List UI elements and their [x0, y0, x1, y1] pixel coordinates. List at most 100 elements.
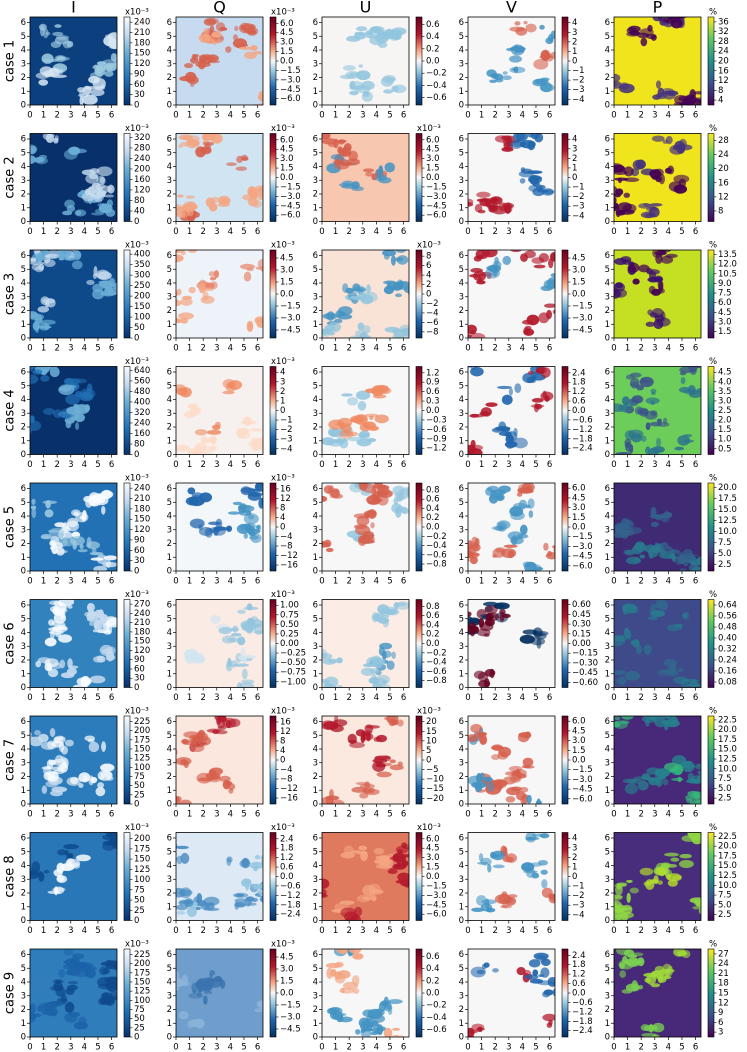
x-tick-label: 5: [533, 460, 538, 470]
colorbar-tick-label: 12: [718, 192, 729, 202]
colorbar-tick-label: 200: [134, 726, 150, 736]
colorbar-tick-label: 30: [134, 674, 145, 684]
x-tick-label: 3: [506, 810, 511, 820]
heatmap-texture: [97, 983, 112, 990]
heatmap-texture: [347, 436, 363, 442]
heatmap-texture: [55, 754, 64, 764]
heatmap-texture: [383, 253, 390, 260]
y-tick-label: 1: [313, 203, 318, 213]
panel-frame: [613, 482, 702, 572]
heatmap-texture: [654, 602, 665, 609]
heatmap-texture: [476, 1037, 490, 1041]
colorbar-tick-label: 320: [134, 133, 150, 143]
y-tick-label: 1: [605, 87, 610, 97]
x-tick-label: 0: [465, 926, 470, 936]
heatmap-texture: [241, 668, 248, 680]
heatmap-texture: [543, 989, 554, 996]
heatmap-texture: [395, 601, 409, 610]
heatmap-texture: [650, 400, 655, 406]
colorbar-tick-label: −3: [572, 202, 585, 212]
heatmap-texture: [329, 799, 345, 804]
x-tick-label: 0: [465, 344, 470, 354]
heatmap-texture: [30, 736, 44, 747]
heatmap-texture: [237, 431, 244, 439]
colorbar-tick-label: 0.0: [426, 406, 440, 416]
heatmap-texture: [651, 135, 665, 142]
colorbar-tick-label: 3.0: [572, 503, 586, 513]
colorbar-tick-label: 8: [718, 206, 723, 216]
heatmap-texture: [33, 255, 46, 262]
heatmap-texture: [650, 983, 661, 988]
colorbar-tick-label: 0: [572, 173, 577, 183]
colorbar-unit: %: [709, 357, 717, 367]
colorbar-tick-label: −1.5: [280, 182, 301, 192]
y-tick-label: 5: [459, 148, 464, 158]
x-tick-label: 3: [652, 1043, 657, 1052]
y-tick-label: 4: [167, 46, 172, 56]
colorbar-tick-label: −0.75: [280, 668, 306, 678]
x-tick-label: 5: [533, 577, 538, 587]
heatmap-texture: [187, 207, 194, 217]
heatmap-texture: [62, 40, 72, 49]
colorbar-tick-label: 125: [134, 987, 150, 997]
panel-frame: [467, 133, 556, 222]
heatmap-texture: [59, 659, 66, 669]
colorbar-unit: x10⁻³: [125, 241, 149, 251]
colorbar-tick-label: 0.0: [426, 523, 440, 533]
heatmap-texture: [188, 286, 196, 294]
heatmap-texture: [671, 777, 684, 781]
heatmap-texture: [66, 252, 82, 257]
y-tick-label: 0: [167, 1033, 172, 1043]
heatmap-texture: [654, 250, 667, 256]
colorbar-tick-label: 0.0: [426, 639, 440, 649]
heatmap-texture: [212, 33, 221, 38]
heatmap-texture: [512, 133, 525, 142]
heatmap-texture: [632, 159, 645, 171]
heatmap-texture: [236, 682, 243, 688]
colorbar: [707, 948, 715, 1038]
colorbar-tick-label: −0.8: [426, 676, 447, 686]
colorbar-tick-label: 1.00: [280, 601, 299, 611]
x-tick-label: 2: [492, 111, 497, 121]
y-tick-label: 3: [313, 176, 318, 186]
heatmap-texture: [249, 428, 263, 432]
heatmap-texture: [349, 80, 356, 90]
colorbar-tick-label: 0: [572, 872, 577, 882]
x-tick-label: 0: [173, 577, 178, 587]
heatmap-texture: [659, 126, 674, 133]
colorbar-tick-label: 24: [718, 47, 729, 57]
heatmap-texture: [197, 990, 202, 997]
y-tick-label: 6: [167, 717, 172, 727]
heatmap-texture: [232, 34, 238, 41]
heatmap-texture: [497, 385, 512, 390]
heatmap-texture: [516, 492, 523, 497]
x-tick-label: 5: [387, 577, 392, 587]
y-tick-label: 3: [605, 176, 610, 186]
colorbar-unit: x10⁻³: [125, 707, 149, 717]
y-tick-label: 4: [167, 628, 172, 638]
colorbar-tick-label: 0.8: [426, 602, 440, 612]
heatmap-texture: [235, 43, 249, 48]
x-tick-label: 3: [506, 1043, 511, 1052]
heatmap-texture: [615, 208, 621, 218]
heatmap-image: [322, 133, 409, 222]
heatmap-texture: [102, 967, 110, 975]
y-tick-label: 3: [459, 875, 464, 885]
y-tick-label: 5: [605, 381, 610, 391]
heatmap-texture: [468, 558, 470, 562]
heatmap-texture: [204, 282, 215, 290]
colorbar-tick-label: 100: [134, 313, 150, 323]
heatmap-texture: [222, 390, 235, 395]
x-tick-label: 6: [547, 1043, 552, 1052]
x-tick-label: 3: [360, 693, 365, 703]
heatmap-texture: [328, 332, 335, 336]
colorbar-tick-label: −1.2: [572, 425, 593, 435]
colorbar-tick-label: −1.5: [426, 182, 447, 192]
colorbar-tick-label: −4: [572, 95, 585, 105]
x-tick-label: 5: [533, 227, 538, 237]
heatmap-texture: [386, 660, 395, 670]
heatmap-texture: [330, 969, 337, 977]
heatmap-texture: [480, 903, 493, 912]
